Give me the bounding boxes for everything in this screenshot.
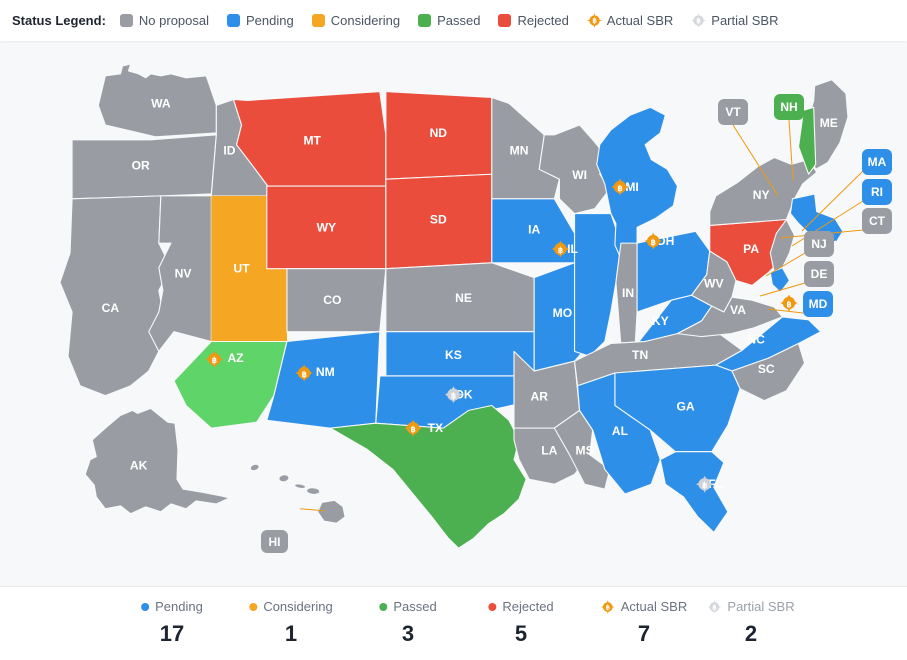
svg-text:฿: ฿: [786, 300, 791, 309]
svg-text:฿: ฿: [697, 17, 702, 25]
svg-text:฿: ฿: [606, 604, 610, 611]
svg-text:฿: ฿: [592, 17, 597, 25]
svg-text:฿: ฿: [712, 604, 716, 611]
